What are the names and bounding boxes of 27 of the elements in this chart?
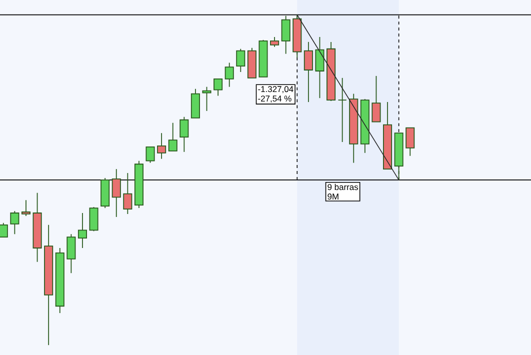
candlestick	[406, 127, 415, 156]
candlestick	[180, 116, 189, 152]
candlestick	[214, 78, 223, 96]
annotation: 9M	[328, 194, 338, 200]
candlestick	[281, 15, 290, 54]
candlestick	[315, 36, 324, 99]
candlestick	[338, 77, 347, 142]
candlestick	[89, 206, 98, 232]
candlestick	[0, 222, 8, 238]
candlestick	[157, 132, 166, 160]
candlestick	[372, 76, 381, 122]
candlestick	[224, 62, 234, 88]
annotation: -27,54 %	[258, 96, 292, 103]
candlestick	[146, 146, 155, 164]
candlestick	[78, 212, 87, 248]
candlestick	[66, 234, 76, 274]
candlestick	[112, 168, 121, 218]
candlestick	[270, 36, 280, 48]
annotation: -1.327,04	[258, 86, 294, 94]
candlestick	[123, 172, 132, 214]
candlestick	[202, 86, 212, 112]
candlestick	[21, 200, 30, 216]
annotation: 9 barras	[328, 184, 358, 190]
candlestick	[304, 41, 313, 102]
candlestick	[168, 122, 178, 152]
candlestick	[10, 210, 20, 235]
candlestick	[236, 48, 246, 72]
